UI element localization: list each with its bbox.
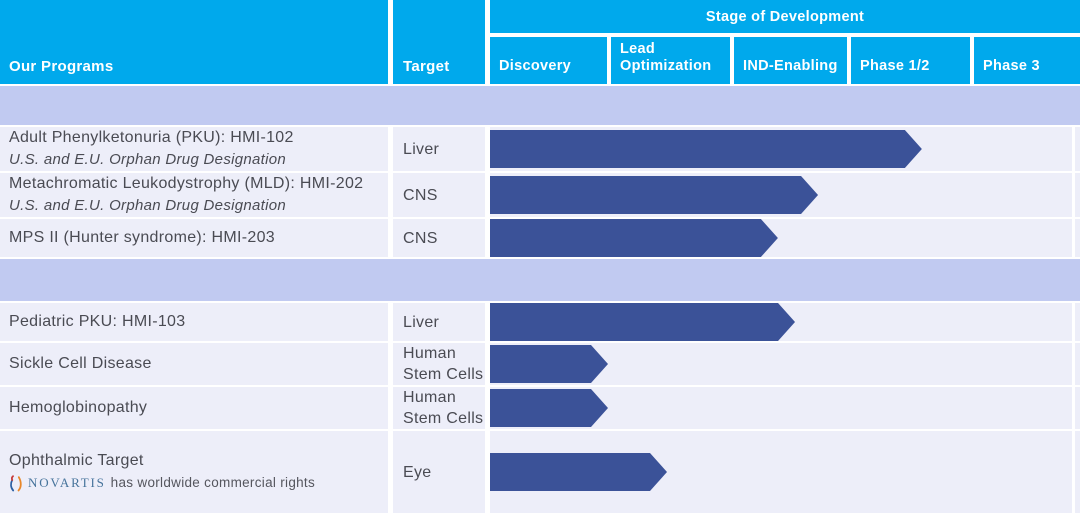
progress-bar — [490, 219, 778, 257]
novartis-wordmark: NOVARTIS — [28, 475, 106, 490]
target-value: CNS — [403, 186, 438, 204]
partner-note-line: NOVARTIS has worldwide commercial rights — [9, 472, 388, 494]
target-cell: CNS — [393, 173, 485, 217]
progress-bar — [490, 389, 608, 427]
target-cell: Human Stem Cells — [393, 387, 485, 429]
progress-bar — [490, 345, 608, 383]
stage-chart-cell — [490, 173, 1080, 217]
target-cell: Eye — [393, 431, 485, 513]
target-value-line2: Stem Cells — [403, 366, 484, 383]
progress-bar — [490, 130, 922, 168]
target-cell: CNS — [393, 219, 485, 257]
stage-chart-cell — [490, 387, 1080, 429]
target-value: Eye — [403, 463, 432, 481]
progress-bar — [490, 453, 667, 491]
stage-chart-cell — [490, 127, 1080, 171]
program-cell: Adult Phenylketonuria (PKU): HMI-102 U.S… — [0, 127, 388, 171]
stage-header-lead-optimization: Lead Optimization — [611, 37, 730, 84]
table-row: Ophthalmic Target NOVARTIS has worldwide… — [0, 431, 1080, 513]
program-cell: Pediatric PKU: HMI-103 — [0, 303, 388, 341]
stage-chart-cell — [490, 431, 1080, 513]
novartis-flame-icon — [10, 474, 22, 491]
our-programs-header: Our Programs — [0, 0, 388, 84]
table-row: Sickle Cell Disease Human Stem Cells — [0, 343, 1080, 385]
target-value: Liver — [403, 313, 440, 331]
program-subnote: U.S. and E.U. Orphan Drug Designation — [9, 151, 287, 168]
table-row: Pediatric PKU: HMI-103 Liver — [0, 303, 1080, 341]
program-name: MPS II (Hunter syndrome): HMI-203 — [9, 229, 275, 246]
table-row: Adult Phenylketonuria (PKU): HMI-102 U.S… — [0, 127, 1080, 171]
program-name: Hemoglobinopathy — [9, 399, 148, 416]
program-name: Adult Phenylketonuria (PKU): HMI-102 — [9, 129, 294, 146]
table-row: Metachromatic Leukodystrophy (MLD): HMI-… — [0, 173, 1080, 217]
program-cell: MPS II (Hunter syndrome): HMI-203 — [0, 219, 388, 257]
program-name: Ophthalmic Target — [9, 452, 144, 469]
program-name: Metachromatic Leukodystrophy (MLD): HMI-… — [9, 175, 364, 192]
program-name: Sickle Cell Disease — [9, 355, 152, 372]
progress-bar — [490, 303, 795, 341]
stage-header-ind-enabling: IND-Enabling — [734, 37, 847, 84]
table-row: Hemoglobinopathy Human Stem Cells — [0, 387, 1080, 429]
stage-of-development-header: Stage of Development — [490, 0, 1080, 33]
target-value-line1: Human — [403, 389, 457, 406]
target-value: CNS — [403, 229, 438, 247]
target-cell: Liver — [393, 127, 485, 171]
program-cell: Ophthalmic Target NOVARTIS has worldwide… — [0, 431, 388, 513]
program-cell: Hemoglobinopathy — [0, 387, 388, 429]
partner-note-text: has worldwide commercial rights — [110, 475, 316, 490]
stage-chart-cell — [490, 303, 1080, 341]
section-band-1 — [0, 86, 1080, 125]
stage-header-phase-1-2: Phase 1/2 — [851, 37, 970, 84]
stage-header-group: Stage of Development Discovery Lead Opti… — [490, 0, 1080, 84]
stage-chart-cell — [490, 219, 1080, 257]
target-header: Target — [393, 0, 485, 84]
section-band-2 — [0, 259, 1080, 301]
target-value: Liver — [403, 140, 440, 158]
table-row: MPS II (Hunter syndrome): HMI-203 CNS — [0, 219, 1080, 257]
progress-bar — [490, 176, 818, 214]
program-name: Pediatric PKU: HMI-103 — [9, 313, 186, 330]
target-value-line2: Stem Cells — [403, 410, 484, 427]
stage-columns: Discovery Lead Optimization IND-Enabling… — [490, 37, 1080, 84]
table-header: Our Programs Target Stage of Development… — [0, 0, 1080, 84]
target-value-line1: Human — [403, 345, 457, 362]
target-cell: Human Stem Cells — [393, 343, 485, 385]
program-cell: Sickle Cell Disease — [0, 343, 388, 385]
target-cell: Liver — [393, 303, 485, 341]
program-cell: Metachromatic Leukodystrophy (MLD): HMI-… — [0, 173, 388, 217]
stage-header-phase-3: Phase 3 — [974, 37, 1080, 84]
stage-header-discovery: Discovery — [490, 37, 607, 84]
program-subnote: U.S. and E.U. Orphan Drug Designation — [9, 197, 287, 214]
stage-chart-cell — [490, 343, 1080, 385]
